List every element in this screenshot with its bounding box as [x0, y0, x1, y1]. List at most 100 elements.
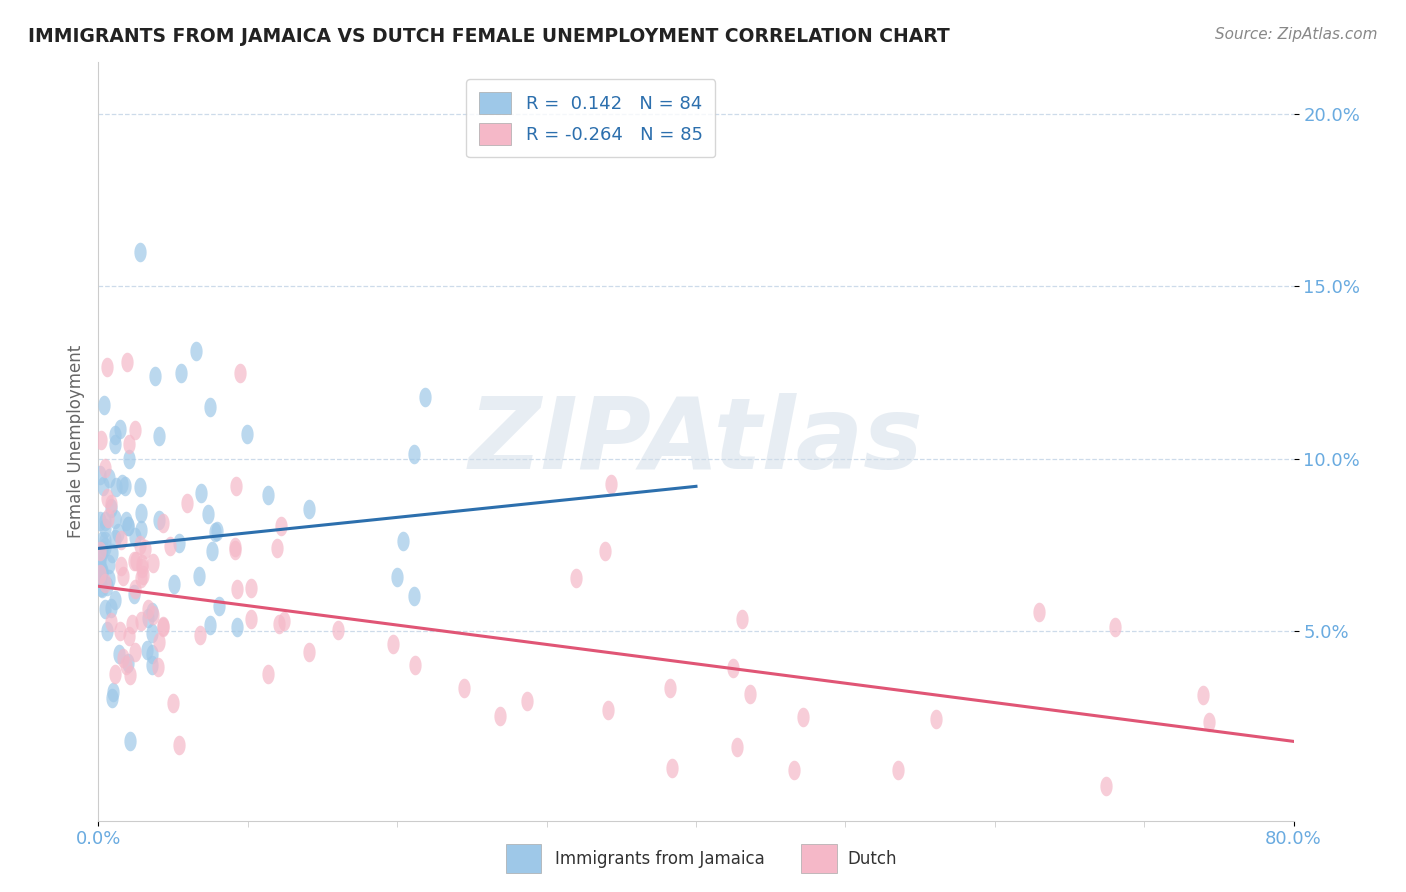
- Point: [128, 480, 150, 494]
- Point: [100, 690, 122, 705]
- Point: [97, 511, 120, 525]
- Point: [236, 426, 259, 441]
- Point: [117, 518, 139, 533]
- Point: [89, 566, 111, 581]
- Point: [97, 557, 120, 571]
- Point: [91, 564, 114, 578]
- Point: [104, 667, 127, 681]
- Point: [91, 478, 114, 492]
- Text: ZIPAtlas: ZIPAtlas: [468, 393, 924, 490]
- Point: [89, 514, 111, 528]
- Point: [225, 582, 247, 597]
- Point: [108, 647, 131, 661]
- Point: [200, 400, 222, 414]
- Point: [1104, 620, 1126, 634]
- Point: [257, 667, 280, 681]
- Point: [273, 615, 295, 629]
- Point: [225, 620, 247, 634]
- Legend: R =  0.142   N = 84, R = -0.264   N = 85: R = 0.142 N = 84, R = -0.264 N = 85: [465, 79, 716, 157]
- Point: [91, 543, 114, 558]
- Point: [190, 486, 212, 500]
- Point: [402, 447, 425, 461]
- Point: [725, 740, 748, 755]
- Point: [661, 761, 683, 775]
- Point: [142, 608, 165, 623]
- Point: [94, 541, 117, 555]
- Point: [121, 616, 143, 631]
- Point: [200, 618, 222, 632]
- Point: [402, 589, 425, 603]
- Point: [124, 586, 146, 600]
- Point: [134, 542, 156, 557]
- Point: [112, 651, 135, 665]
- Text: Dutch: Dutch: [848, 850, 897, 868]
- Point: [124, 554, 146, 568]
- Point: [142, 556, 165, 570]
- Point: [104, 512, 127, 526]
- Point: [104, 437, 127, 451]
- Point: [1028, 606, 1050, 620]
- Point: [267, 617, 290, 632]
- Point: [100, 615, 122, 629]
- Point: [118, 668, 141, 682]
- Point: [599, 477, 621, 491]
- Point: [90, 567, 112, 582]
- Point: [792, 710, 814, 724]
- Point: [224, 543, 246, 558]
- Point: [145, 369, 167, 384]
- Text: IMMIGRANTS FROM JAMAICA VS DUTCH FEMALE UNEMPLOYMENT CORRELATION CHART: IMMIGRANTS FROM JAMAICA VS DUTCH FEMALE …: [28, 27, 950, 45]
- Point: [114, 478, 136, 492]
- Point: [89, 544, 111, 558]
- FancyBboxPatch shape: [801, 844, 837, 873]
- Point: [169, 366, 191, 380]
- Point: [413, 390, 436, 404]
- Point: [131, 561, 153, 575]
- Point: [96, 491, 118, 506]
- Point: [129, 244, 152, 259]
- Point: [224, 540, 246, 554]
- Point: [96, 624, 118, 639]
- Point: [1198, 715, 1220, 730]
- Point: [229, 366, 252, 380]
- Point: [298, 502, 321, 516]
- Point: [96, 359, 118, 374]
- Point: [97, 572, 120, 586]
- Point: [93, 602, 115, 616]
- Point: [141, 605, 163, 619]
- Text: Immigrants from Jamaica: Immigrants from Jamaica: [555, 850, 765, 868]
- Point: [167, 738, 190, 752]
- Point: [240, 581, 263, 595]
- Point: [201, 544, 224, 558]
- Point: [129, 571, 152, 585]
- Point: [136, 642, 159, 657]
- Point: [93, 398, 115, 412]
- Point: [381, 637, 404, 651]
- Point: [98, 471, 121, 485]
- Point: [103, 533, 125, 547]
- Point: [197, 507, 219, 521]
- Point: [94, 576, 117, 591]
- Point: [596, 703, 619, 717]
- Point: [100, 601, 122, 615]
- Point: [124, 554, 146, 568]
- Point: [176, 496, 198, 510]
- Point: [115, 514, 138, 528]
- Point: [131, 557, 153, 571]
- Point: [659, 681, 682, 695]
- Point: [107, 526, 129, 541]
- Point: [129, 523, 152, 537]
- Point: [117, 518, 139, 533]
- Point: [266, 541, 288, 555]
- Point: [89, 553, 111, 567]
- Point: [94, 461, 117, 475]
- Point: [110, 533, 132, 547]
- Point: [115, 355, 138, 369]
- Point: [152, 619, 174, 633]
- Point: [114, 658, 136, 673]
- Point: [392, 534, 415, 549]
- Point: [148, 513, 170, 527]
- Point: [159, 539, 181, 553]
- Point: [111, 569, 134, 583]
- Point: [93, 514, 115, 528]
- Point: [240, 612, 263, 626]
